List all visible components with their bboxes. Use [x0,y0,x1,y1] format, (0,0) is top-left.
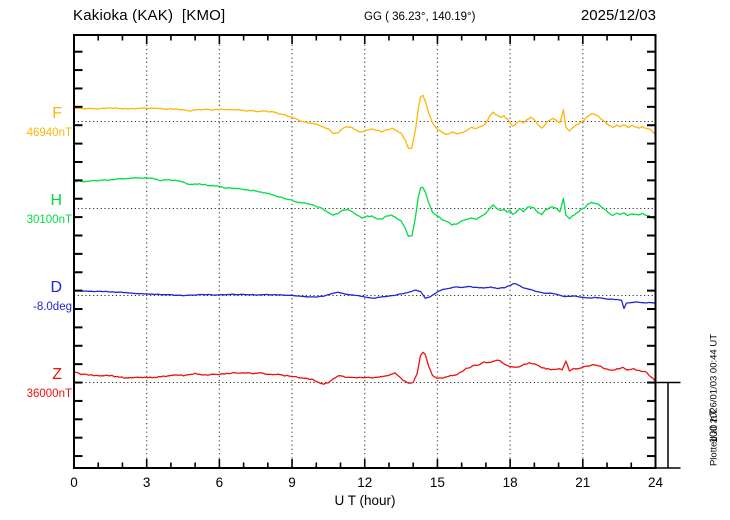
x-tick-label-21: 21 [575,475,591,490]
channel-label-H: H [50,191,62,209]
channel-label-Z: Z [52,365,62,383]
plotted-timestamp-note: Plotted at 2026/01/03 00:44 UT [708,333,720,467]
channel-label-F: F [52,104,62,122]
trace-Z [73,351,657,385]
x-tick-label-24: 24 [647,475,664,490]
trace-D [73,282,657,310]
x-tick-label-3: 3 [142,475,151,490]
x-tick-label-9: 9 [288,475,296,490]
x-tick-label-6: 6 [215,475,224,490]
station-title: Kakioka (KAK) [KMO] [73,7,226,24]
channel-baseline-F: 46940nT [26,127,72,139]
channel-baseline-Z: 36000nT [26,388,72,400]
channel-baseline-D: -8.0deg [32,301,72,313]
channel-label-D: D [50,278,62,296]
channel-baseline-H: 30100nT [26,214,72,226]
x-tick-label-15: 15 [429,475,445,490]
observation-date: 2025/12/03 [580,7,656,24]
trace-F [73,94,657,150]
x-tick-label-12: 12 [357,475,373,490]
trace-H [73,176,657,237]
x-tick-label-18: 18 [502,475,518,490]
x-tick-label-0: 0 [70,475,78,490]
geographic-coordinates: GG ( 36.23°, 140.19°) [364,11,476,23]
x-axis-title: U T (hour) [334,493,396,508]
scale-bar-label: 100 nT 0.5 deg [682,391,720,461]
